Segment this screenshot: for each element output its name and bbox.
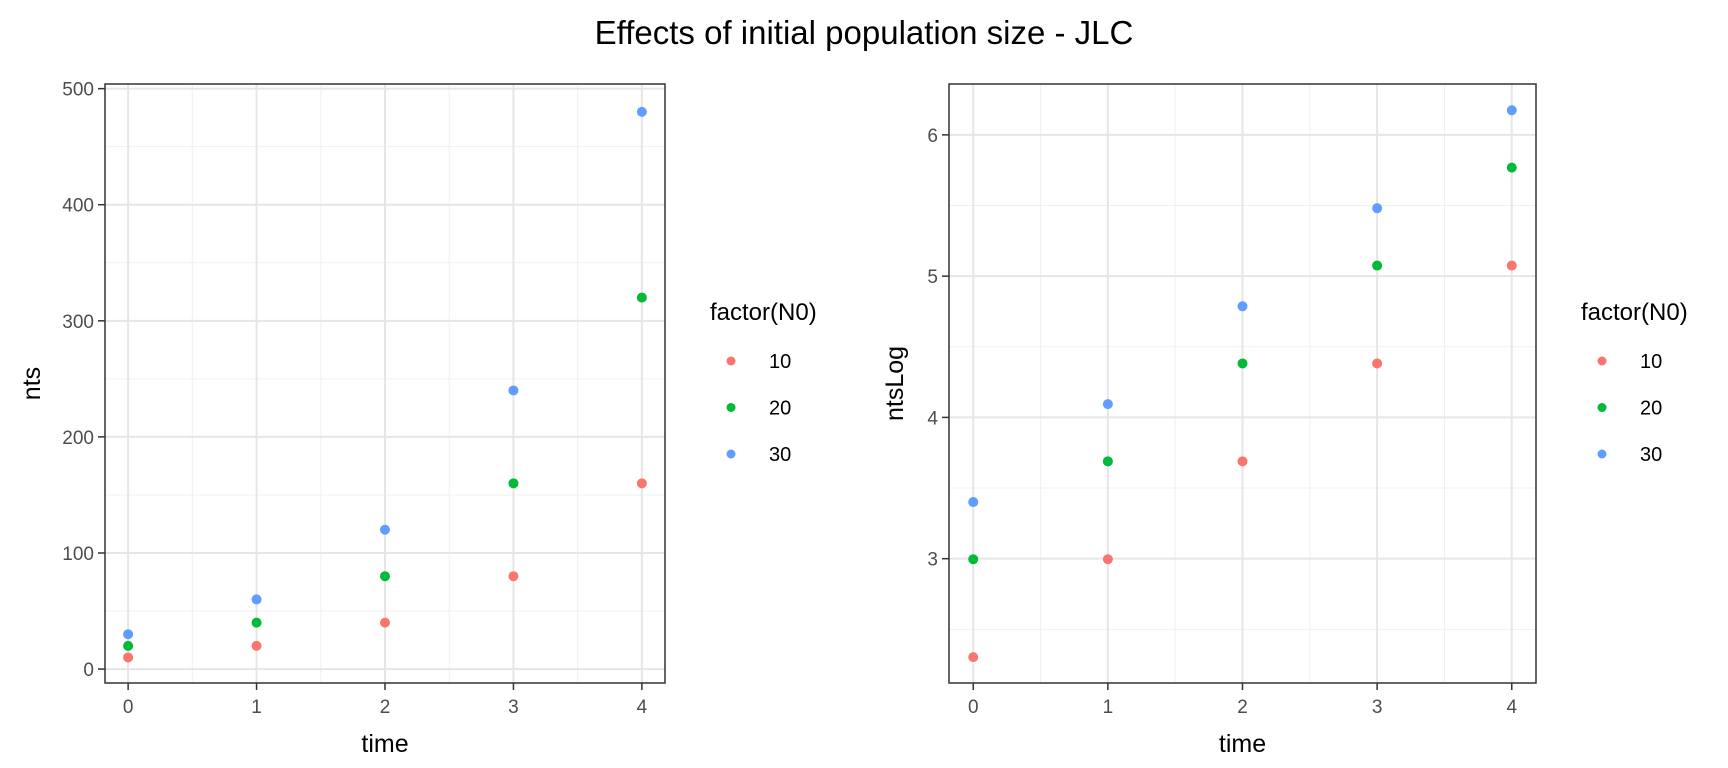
left-point-n0-10 [380,617,390,628]
right-x-tick-label: 0 [968,697,979,718]
left-scatter-plot: 0 1 2 3 4 0 100 200 300 400 500 time nts factor(N0) 10… [18,80,817,758]
right-legend-label-20: 20 [1640,398,1662,420]
right-point-n0-30 [1506,105,1517,116]
left-x-tick-label: 0 [123,697,134,718]
left-legend-label-30: 30 [769,444,791,466]
left-y-tick-label: 200 [62,428,94,449]
right-x-tick-label: 3 [1372,697,1383,718]
right-point-n0-20 [1102,456,1113,467]
left-y-tick-label: 500 [62,80,94,101]
left-point-n0-30 [251,594,262,605]
left-point-n0-10 [251,640,262,651]
right-point-n0-10 [1237,456,1248,467]
right-legend-label-10: 10 [1640,351,1662,373]
left-point-n0-10 [508,571,519,582]
right-point-n0-30 [1237,301,1248,312]
left-legend-key-30 [726,449,736,459]
left-y-tick-label: 400 [62,196,94,217]
left-legend-key-20 [726,403,736,412]
right-legend-label-30: 30 [1640,444,1662,466]
right-x-tick-label: 1 [1103,697,1114,718]
left-x-tick-label: 3 [508,697,519,718]
right-point-n0-20 [1506,162,1517,173]
left-point-n0-30 [508,385,519,396]
left-y-axis-title: nts [18,367,46,400]
left-x-tick-label: 4 [637,697,648,718]
right-point-n0-10 [1372,358,1383,369]
left-point-n0-20 [380,571,390,582]
right-point-n0-10 [1506,260,1517,271]
left-legend-label-20: 20 [769,398,791,420]
left-point-n0-30 [123,629,134,640]
left-point-n0-10 [123,652,134,663]
right-point-n0-10 [968,652,979,663]
right-x-axis-title: time [1219,730,1266,758]
left-x-axis-title: time [361,730,408,758]
right-y-axis-title: ntsLog [881,346,909,421]
figure-title: Effects of initial population size - JLC [594,14,1134,51]
left-x-tick-label: 2 [380,697,391,718]
left-y-tick-label: 0 [83,660,94,681]
right-point-n0-30 [1372,203,1383,214]
left-y-tick-label: 100 [62,544,94,565]
right-legend-key-10 [1597,356,1607,366]
right-point-n0-30 [968,497,979,508]
left-legend-label-10: 10 [769,351,791,373]
right-y-tick-label: 6 [927,126,938,147]
left-point-n0-20 [636,292,647,303]
left-legend-title: factor(N0) [710,299,817,326]
right-x-tick-label: 4 [1506,697,1517,718]
left-point-n0-20 [251,617,262,628]
right-legend-title: factor(N0) [1581,299,1688,326]
left-legend-key-10 [726,356,736,366]
left-point-n0-20 [123,640,134,651]
right-y-tick-label: 3 [927,550,938,571]
right-legend-key-30 [1597,449,1607,459]
right-scatter-plot: 0 1 2 3 4 3 4 5 6 time ntsLog factor(N0) 10 20 30 [881,83,1688,758]
right-y-tick-label: 4 [927,408,938,429]
right-point-n0-10 [1102,554,1113,565]
right-point-n0-30 [1102,399,1113,410]
left-point-n0-10 [636,478,647,489]
right-point-n0-20 [968,554,979,565]
right-point-n0-20 [1372,260,1383,271]
right-legend-key-20 [1597,403,1607,412]
right-x-tick-label: 2 [1237,697,1248,718]
right-point-n0-20 [1237,358,1248,369]
left-point-n0-20 [508,478,519,489]
right-y-tick-label: 5 [927,267,938,288]
left-x-tick-label: 1 [251,697,262,718]
left-point-n0-30 [380,524,390,535]
left-y-tick-label: 300 [62,312,94,333]
left-point-n0-30 [636,106,647,117]
